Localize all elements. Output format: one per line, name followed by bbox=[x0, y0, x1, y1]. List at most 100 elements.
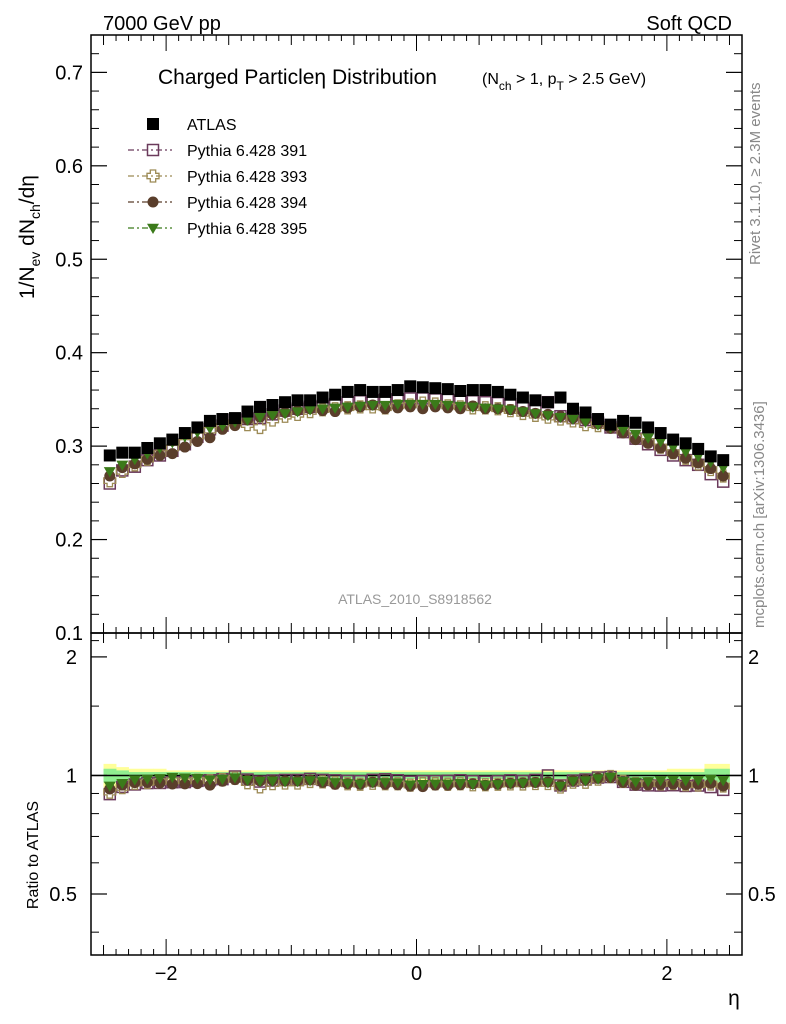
data-point bbox=[617, 776, 630, 787]
xtick-label: −2 bbox=[155, 963, 178, 985]
data-point bbox=[466, 780, 479, 791]
ylabel-part: ch bbox=[27, 204, 43, 219]
rivet-label: Rivet 3.1.10, ≥ 2.3M events bbox=[747, 83, 764, 266]
data-point bbox=[541, 778, 554, 789]
data-point bbox=[291, 394, 304, 407]
plot-title-main: Charged Particle bbox=[158, 66, 314, 89]
data-point bbox=[655, 442, 667, 454]
data-point bbox=[147, 196, 159, 208]
data-point bbox=[366, 778, 379, 789]
data-point bbox=[680, 452, 692, 464]
data-point bbox=[516, 778, 529, 789]
data-point bbox=[191, 773, 204, 785]
data-point bbox=[179, 778, 191, 790]
series-atlas bbox=[103, 380, 730, 467]
data-point bbox=[504, 405, 517, 416]
data-point bbox=[379, 778, 392, 789]
analysis-watermark: ATLAS_2010_S8918562 bbox=[338, 591, 492, 607]
data-point bbox=[566, 414, 579, 426]
legend: ATLAS Pythia 6.428 391 Pythia 6.428 393 Pyt… bbox=[128, 117, 307, 238]
data-point bbox=[617, 426, 630, 437]
data-point bbox=[179, 441, 191, 453]
data-point bbox=[103, 449, 116, 462]
data-point bbox=[203, 775, 216, 786]
data-point bbox=[642, 433, 655, 444]
data-point bbox=[191, 421, 204, 434]
data-point bbox=[441, 383, 454, 396]
data-point bbox=[504, 388, 517, 401]
subtitle-part: > 1, p bbox=[512, 71, 557, 88]
data-point bbox=[404, 380, 417, 393]
data-point bbox=[146, 143, 160, 157]
data-point bbox=[141, 441, 154, 454]
data-point bbox=[329, 778, 342, 789]
plot-title: Charged Particleη Distribution bbox=[158, 66, 437, 89]
data-point bbox=[241, 405, 254, 418]
data-point bbox=[692, 775, 705, 787]
data-point bbox=[667, 433, 680, 446]
legend-label: Pythia 6.428 393 bbox=[187, 169, 307, 186]
data-point bbox=[479, 403, 492, 414]
data-point bbox=[204, 432, 216, 444]
data-point bbox=[116, 460, 129, 471]
data-point bbox=[366, 385, 379, 398]
main-series-layer bbox=[103, 380, 730, 490]
data-point bbox=[554, 412, 567, 424]
data-point bbox=[354, 779, 367, 790]
data-point bbox=[566, 402, 579, 415]
main-ylabel: 1/Nev dNch/dη bbox=[16, 175, 43, 299]
data-point bbox=[441, 779, 454, 790]
data-point bbox=[254, 776, 267, 788]
data-point bbox=[416, 399, 429, 411]
main-ytick-label: 0.6 bbox=[55, 156, 83, 178]
data-point bbox=[416, 779, 429, 791]
data-point bbox=[642, 421, 655, 434]
data-point bbox=[228, 412, 241, 425]
data-point bbox=[554, 391, 567, 404]
mcplots-label: mcplots.cern.ch [arXiv:1306.3436] bbox=[751, 401, 768, 628]
data-point bbox=[717, 776, 730, 787]
main-ytick-label: 0.5 bbox=[55, 249, 83, 271]
data-point bbox=[642, 777, 655, 788]
data-point bbox=[166, 433, 179, 446]
ratio-ylabel: Ratio to ATLAS bbox=[25, 801, 42, 909]
data-point bbox=[354, 401, 367, 412]
data-point bbox=[254, 400, 267, 413]
data-point bbox=[141, 774, 154, 785]
data-point bbox=[228, 773, 241, 784]
data-point bbox=[153, 437, 166, 450]
data-point bbox=[679, 776, 692, 787]
ratio-ytick-label: 2 bbox=[66, 647, 77, 669]
data-point bbox=[579, 776, 592, 787]
data-point bbox=[717, 470, 729, 482]
data-point bbox=[391, 384, 404, 397]
data-point bbox=[629, 429, 642, 440]
data-point bbox=[516, 407, 529, 418]
main-ytick-label: 0.3 bbox=[55, 436, 83, 458]
data-point bbox=[341, 779, 354, 790]
subtitle-part: (N bbox=[482, 71, 499, 88]
ratio-ytick-label-right: 1 bbox=[748, 765, 759, 787]
data-point bbox=[354, 384, 367, 397]
data-point bbox=[304, 776, 317, 787]
data-point bbox=[466, 402, 479, 413]
data-point bbox=[629, 777, 642, 788]
data-point bbox=[291, 407, 304, 418]
data-point bbox=[654, 776, 667, 787]
main-ytick-label: 0.4 bbox=[55, 343, 83, 365]
svg-text:1/Nev dNch/dη: 1/Nev dNch/dη bbox=[16, 175, 43, 299]
main-plot: 0.1 0.2 0.3 0.4 0.5 0.6 0.7 Charged Particleη … bbox=[55, 34, 743, 645]
ratio-axis-ticks: −2 0 2 0.5 0.5 1 1 2 2 bbox=[49, 633, 776, 985]
main-ytick-label: 0.7 bbox=[55, 62, 83, 84]
data-point bbox=[466, 384, 479, 397]
data-point bbox=[266, 399, 279, 412]
data-point bbox=[116, 446, 129, 459]
data-point bbox=[279, 777, 292, 788]
collision-label: 7000 GeV pp bbox=[103, 13, 221, 35]
series-pythia-6-428-394 bbox=[104, 399, 729, 482]
data-point bbox=[491, 385, 504, 398]
data-point bbox=[379, 385, 392, 398]
subtitle-part: ch bbox=[499, 79, 512, 93]
data-point bbox=[604, 772, 617, 784]
data-point bbox=[279, 396, 292, 409]
